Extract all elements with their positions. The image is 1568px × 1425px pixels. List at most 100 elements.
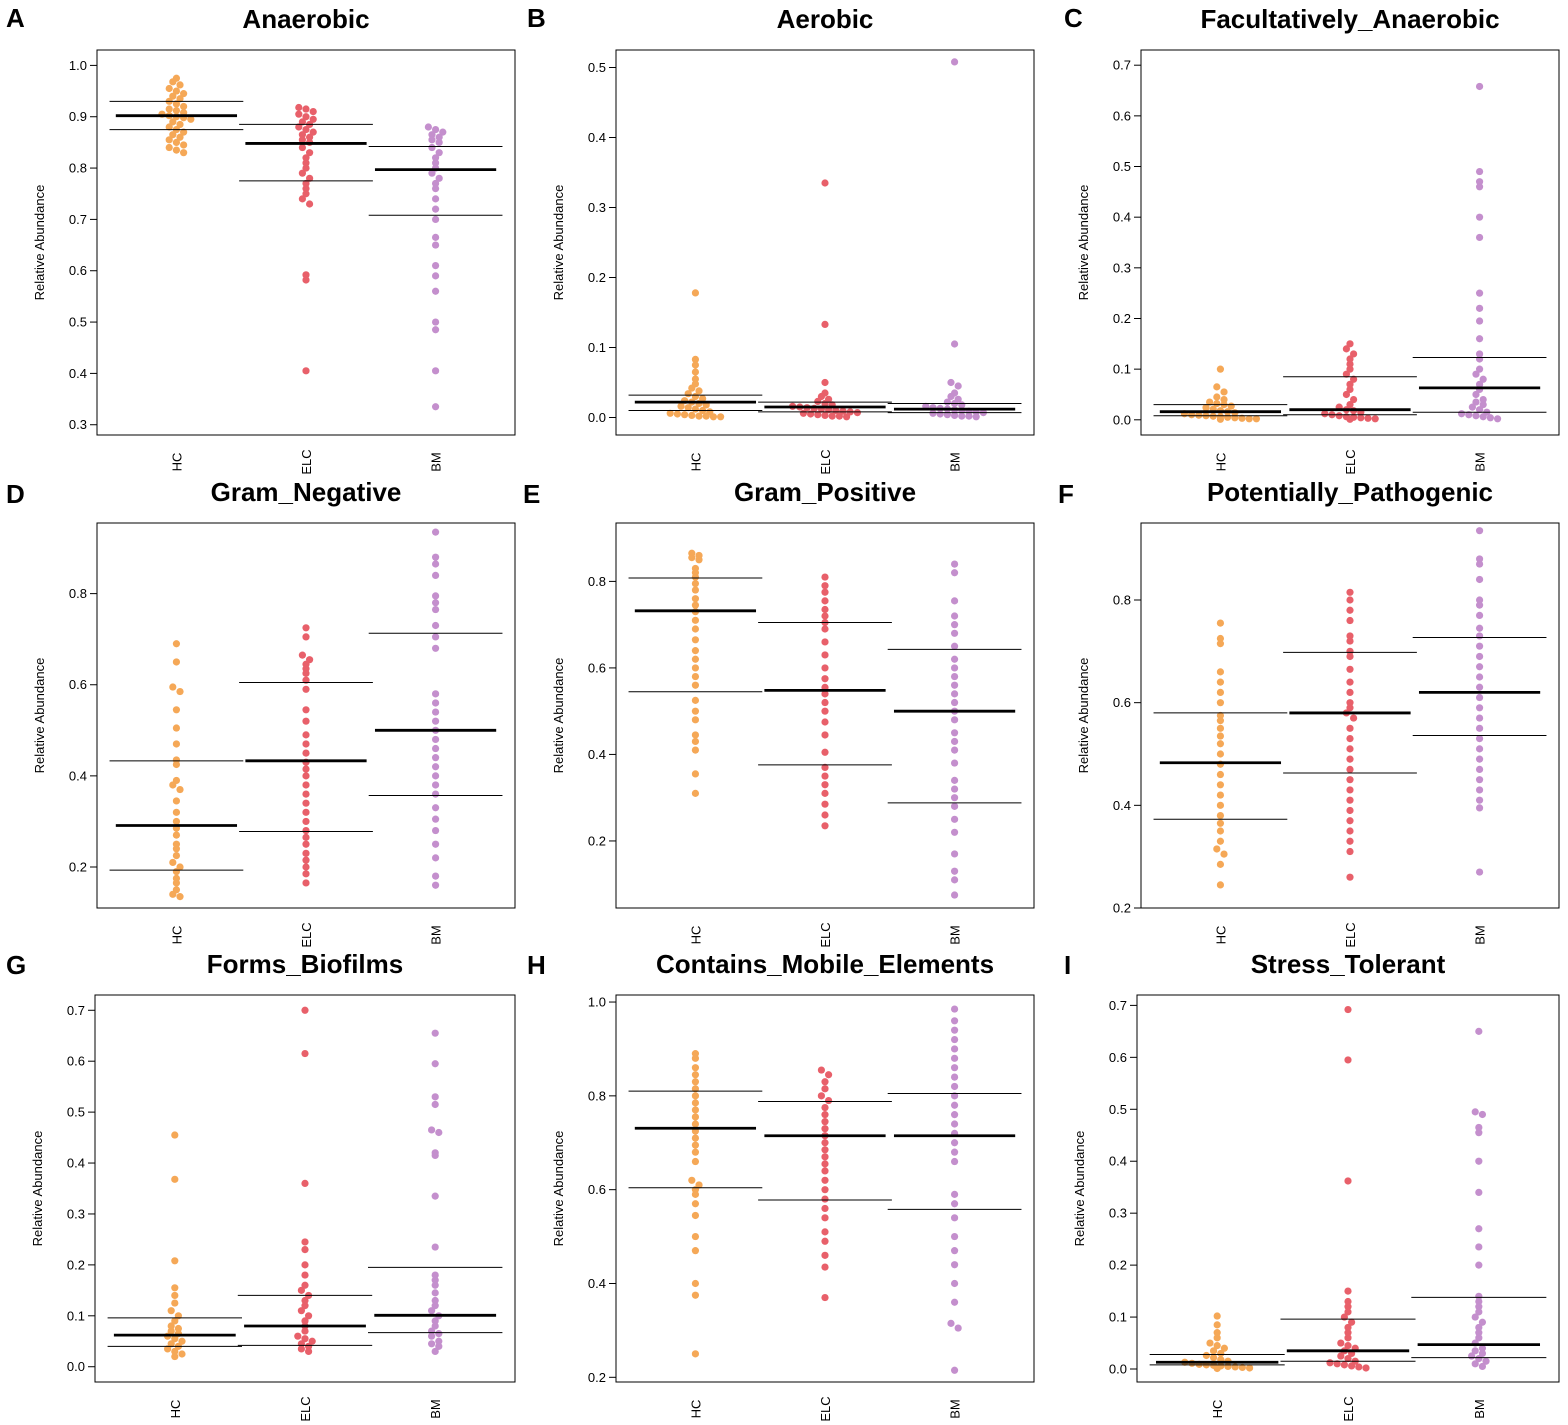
data-point: [431, 605, 440, 614]
data-point: [702, 412, 710, 420]
data-point: [1213, 845, 1221, 853]
data-point: [1475, 167, 1484, 176]
data-point: [302, 685, 310, 693]
data-point: [172, 845, 181, 853]
data-point: [1245, 415, 1253, 423]
data-point: [691, 1148, 700, 1156]
data-point: [1346, 632, 1354, 640]
data-point: [1344, 1323, 1352, 1332]
y-tick-label: 0.5: [1109, 1102, 1127, 1117]
data-point: [1346, 678, 1354, 686]
data-point: [302, 159, 310, 167]
y-tick-label: 0.7: [67, 1003, 85, 1018]
y-tick-label: 0.6: [1113, 108, 1131, 123]
data-point: [431, 826, 440, 835]
plot-frame: [615, 49, 1035, 436]
data-point: [431, 571, 440, 579]
y-tick-label: 0.2: [67, 1257, 85, 1272]
data-point: [1475, 350, 1484, 358]
data-point: [1216, 801, 1225, 809]
data-point: [431, 840, 440, 848]
data-point: [1475, 335, 1484, 343]
data-point: [1216, 717, 1225, 725]
data-point: [684, 404, 692, 412]
chart-title: Facultatively_Anaerobic: [1200, 4, 1499, 34]
data-point: [691, 696, 700, 704]
data-point: [1346, 365, 1354, 373]
data-point: [936, 410, 944, 418]
data-point: [1213, 399, 1221, 408]
data-point: [1346, 596, 1354, 604]
data-point: [821, 731, 829, 739]
data-point: [1346, 637, 1354, 645]
data-point: [431, 367, 440, 375]
x-category-label: ELC: [298, 1396, 313, 1421]
data-point: [428, 143, 436, 152]
data-point: [691, 1350, 700, 1358]
data-point: [1475, 365, 1484, 373]
data-point: [814, 397, 822, 405]
data-point: [950, 1111, 959, 1119]
data-point: [431, 287, 440, 295]
data-point: [174, 1324, 182, 1333]
data-point: [1224, 1362, 1232, 1371]
data-point: [1371, 415, 1379, 423]
data-point: [950, 759, 959, 767]
data-point: [821, 1146, 829, 1154]
data-point: [691, 595, 700, 603]
data-point: [1346, 796, 1354, 804]
chart-panel-e: E Gram_Positive 0.2 0.4 0.6 0.8 Relative Abund…: [523, 477, 1035, 948]
x-category-label: HC: [688, 453, 703, 472]
data-point: [950, 664, 959, 672]
data-point: [950, 597, 959, 605]
panel-letter: H: [527, 950, 546, 980]
data-point: [950, 716, 959, 724]
chart-panel-g: G Forms_Biofilms 0.0 0.1 0.2 0.3 0.4 0.5 0.6 0.7 R…: [6, 949, 516, 1422]
data-point: [950, 1148, 959, 1156]
data-point: [1486, 414, 1494, 422]
data-point: [688, 411, 696, 419]
data-point: [950, 1101, 959, 1109]
data-point: [302, 669, 310, 677]
y-tick-label: 1.0: [588, 995, 606, 1010]
data-point: [1195, 411, 1203, 419]
data-point: [1475, 555, 1484, 563]
data-point: [1206, 1339, 1214, 1347]
data-point: [1475, 663, 1484, 671]
data-point: [821, 1251, 829, 1259]
data-point: [691, 586, 700, 594]
data-point: [695, 556, 703, 564]
data-point: [691, 1247, 700, 1255]
data-point: [1468, 1352, 1476, 1360]
data-point: [187, 115, 195, 123]
y-tick-label: 0.6: [69, 677, 87, 692]
chart-panel-a: A Anaerobic 0.3 0.4 0.5 0.6 0.7 0.8 0.9 1.0 Relati…: [6, 3, 516, 475]
data-point: [821, 320, 829, 328]
data-point: [306, 149, 314, 157]
data-point: [1346, 415, 1354, 423]
data-point: [1475, 652, 1484, 661]
data-point: [691, 573, 700, 581]
data-point: [171, 1131, 179, 1139]
data-point: [172, 87, 181, 95]
y-tick-label: 1.0: [69, 58, 87, 73]
data-point: [171, 1347, 179, 1356]
data-point: [1344, 1308, 1352, 1316]
data-point: [431, 621, 440, 630]
plot-frame: [615, 522, 1035, 909]
data-point: [431, 815, 440, 823]
data-point: [950, 785, 959, 793]
data-point: [431, 1296, 439, 1305]
y-tick-label: 0.7: [69, 212, 87, 227]
data-point: [691, 579, 700, 588]
data-point: [302, 731, 310, 739]
data-point: [821, 573, 829, 581]
x-category-label: BM: [429, 925, 444, 945]
data-point: [1475, 704, 1484, 712]
data-point: [1346, 765, 1354, 774]
data-point: [821, 597, 829, 605]
data-point: [950, 1120, 959, 1128]
data-point: [950, 746, 959, 754]
data-point: [435, 1337, 443, 1345]
data-point: [169, 858, 177, 867]
